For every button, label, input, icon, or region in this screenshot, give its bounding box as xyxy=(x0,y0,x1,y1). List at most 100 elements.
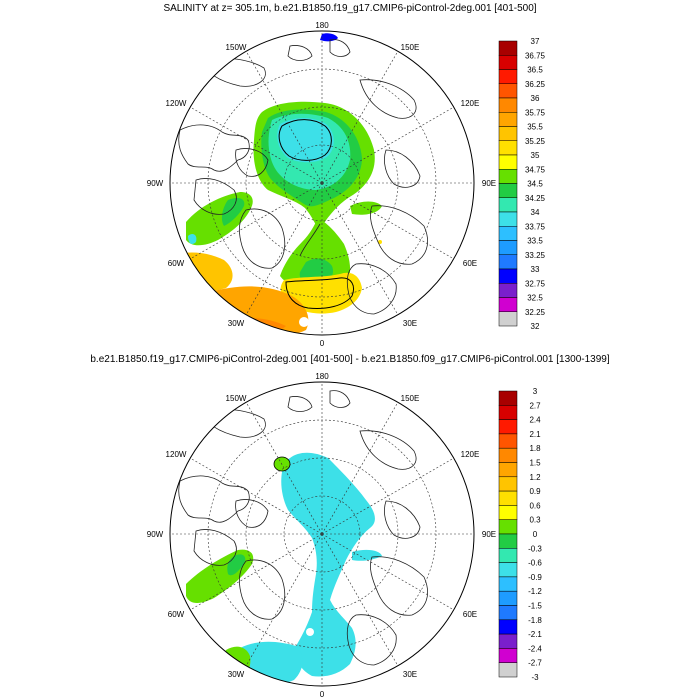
colorbar-bottom-tick-label: -0.6 xyxy=(528,559,542,568)
colorbar-top-swatch xyxy=(498,297,518,312)
colorbar-bottom-tick-label: -1.5 xyxy=(528,602,542,611)
colorbar-top-swatch xyxy=(498,254,518,270)
colorbar-bottom-swatch xyxy=(498,433,518,449)
colorbar-bottom-swatch xyxy=(498,505,518,520)
coastlines-top xyxy=(176,39,428,315)
map-title-top: SALINITY at z= 305.1m, b.e21.B1850.f19_g… xyxy=(163,3,537,14)
colorbar-top-tick-label: 35.25 xyxy=(525,137,546,146)
colorbar-bottom-swatch xyxy=(498,576,518,592)
colorbar-bottom-tick-label: 0.9 xyxy=(529,487,541,496)
lon-label-90e-b: 90E xyxy=(482,530,496,539)
colorbar-top-tick-label: 35.5 xyxy=(527,123,543,132)
colorbar-top-swatch xyxy=(498,154,518,170)
colorbar-bottom-tick-label: -2.4 xyxy=(528,644,542,653)
colorbar-bottom-tick-label: 2.7 xyxy=(529,401,541,410)
colorbar-top-tick-label: 36.25 xyxy=(525,80,546,89)
colorbar-top-swatch xyxy=(498,240,518,255)
colorbar-bottom-tick-label: 2.1 xyxy=(529,430,541,439)
lon-label-90e: 90E xyxy=(482,179,496,188)
map-border-top xyxy=(169,30,475,336)
colorbar-bottom-swatch xyxy=(498,548,518,563)
polar-map-top: 180 150E 120E 90E 60E 30E 0 30W 60W 90W … xyxy=(147,21,496,348)
colorbar-bottom-tick-label: 1.8 xyxy=(529,444,541,453)
colorbar-top-swatch xyxy=(498,283,518,298)
colorbar-top-tick-label: 33.5 xyxy=(527,237,543,246)
field-diff-arctic xyxy=(281,452,375,677)
colorbar-top-tick-label: 32.25 xyxy=(525,308,546,317)
colorbar-top-tick-label: 37 xyxy=(531,37,540,46)
colorbar-top-swatch xyxy=(498,83,518,99)
lon-label-30e: 30E xyxy=(403,319,417,328)
graticule-bottom xyxy=(170,382,474,686)
colorbar-top-tick-label: 33 xyxy=(531,265,540,274)
lon-label-180: 180 xyxy=(315,21,329,30)
colorbar-bottom-swatch xyxy=(498,419,518,435)
colorbar-bottom-tick-label: 0.3 xyxy=(529,516,541,525)
colorbar-bottom-tick-label: 1.2 xyxy=(529,473,541,482)
colorbar-top-tick-label: 33.25 xyxy=(525,251,546,260)
colorbar-top-swatch xyxy=(498,140,518,156)
colorbar-bottom-swatch xyxy=(498,605,518,621)
colorbar-bottom-tick-label: -2.7 xyxy=(528,659,542,668)
map-border-bottom xyxy=(169,381,475,687)
colorbar-bottom-swatch xyxy=(498,447,518,463)
colorbar-bottom-swatch xyxy=(498,533,518,549)
colorbar-bottom-swatch xyxy=(498,490,518,506)
field-34-0-center xyxy=(277,118,334,163)
colorbar-bottom-swatch xyxy=(498,476,518,492)
colorbar-bottom-swatch xyxy=(498,619,518,635)
colorbar-bottom-tick-label: -2.1 xyxy=(528,630,542,639)
map-title-bottom: b.e21.B1850.f19_g17.CMIP6-piControl-2deg… xyxy=(90,354,610,365)
colorbar-top-swatch xyxy=(498,97,518,113)
colorbar-bottom-swatch xyxy=(498,648,518,663)
colorbar-top-swatch xyxy=(498,40,518,56)
colorbar-top-swatch xyxy=(498,268,518,284)
field-diff-ice-patch xyxy=(306,628,314,636)
coastlines-bottom xyxy=(176,390,428,666)
lon-label-60e-b: 60E xyxy=(463,610,477,619)
polar-map-bottom: 180 150E 120E 90E 60E 30E 0 30W 60W 90W … xyxy=(147,372,496,699)
field-ice-patch xyxy=(299,317,309,327)
colorbar-bottom-swatch xyxy=(498,590,518,606)
contour-arctic xyxy=(278,119,332,161)
lon-label-60w-b: 60W xyxy=(168,610,185,619)
lon-label-30w-b: 30W xyxy=(228,670,245,679)
colorbar-top-tick-label: 32.5 xyxy=(527,294,543,303)
field-baffin-cyan xyxy=(188,234,197,244)
graticule-top xyxy=(170,31,474,335)
colorbar-bottom: 3 2.7 2.4 2.1 1.8 1.5 1.2 0.9 0.6 0.3 0 -0.3 -0.6 -0.… xyxy=(498,387,542,682)
colorbar-top-tick-label: 33.75 xyxy=(525,222,546,231)
lon-label-30e-b: 30E xyxy=(403,670,417,679)
field-baffin-inner xyxy=(221,198,245,226)
field-diff-barents xyxy=(352,549,382,561)
colorbar-top-tick-label: 34.25 xyxy=(525,194,546,203)
lon-label-150w: 150W xyxy=(226,43,247,52)
colorbar-bottom-swatch xyxy=(498,562,518,578)
colorbar-bottom-tick-label: -0.9 xyxy=(528,573,542,582)
lon-label-120w-b: 120W xyxy=(166,450,187,459)
lon-label-90w: 90W xyxy=(147,179,164,188)
field-barents-green xyxy=(350,201,382,215)
colorbar-bottom-swatch xyxy=(498,519,518,535)
colorbar-top-swatch xyxy=(498,183,518,198)
colorbar-top-swatch xyxy=(498,169,518,184)
colorbar-bottom-tick-label: 0.6 xyxy=(529,501,541,510)
lon-label-120w: 120W xyxy=(166,99,187,108)
colorbar-bottom-swatch xyxy=(498,390,518,406)
lon-label-150e-b: 150E xyxy=(401,394,420,403)
lon-label-150e: 150E xyxy=(401,43,420,52)
colorbar-bottom-swatch xyxy=(498,633,518,649)
lon-label-120e: 120E xyxy=(461,99,480,108)
lon-label-90w-b: 90W xyxy=(147,530,164,539)
colorbar-top-swatch xyxy=(498,311,518,327)
colorbar-bottom-tick-label: 1.5 xyxy=(529,459,541,468)
colorbar-top-swatch xyxy=(498,226,518,241)
lon-label-0-b: 0 xyxy=(320,690,325,699)
colorbar-top-tick-label: 32 xyxy=(531,322,540,331)
colorbar-bottom-swatch xyxy=(498,662,518,678)
colorbar-top-tick-label: 36 xyxy=(531,94,540,103)
colorbar-top-tick-label: 36.75 xyxy=(525,51,546,60)
colorbar-top: 37 36.75 36.5 36.25 36 35.75 35.5 35.25 35 34.75 3… xyxy=(498,37,546,331)
colorbar-top-swatch xyxy=(498,197,518,213)
